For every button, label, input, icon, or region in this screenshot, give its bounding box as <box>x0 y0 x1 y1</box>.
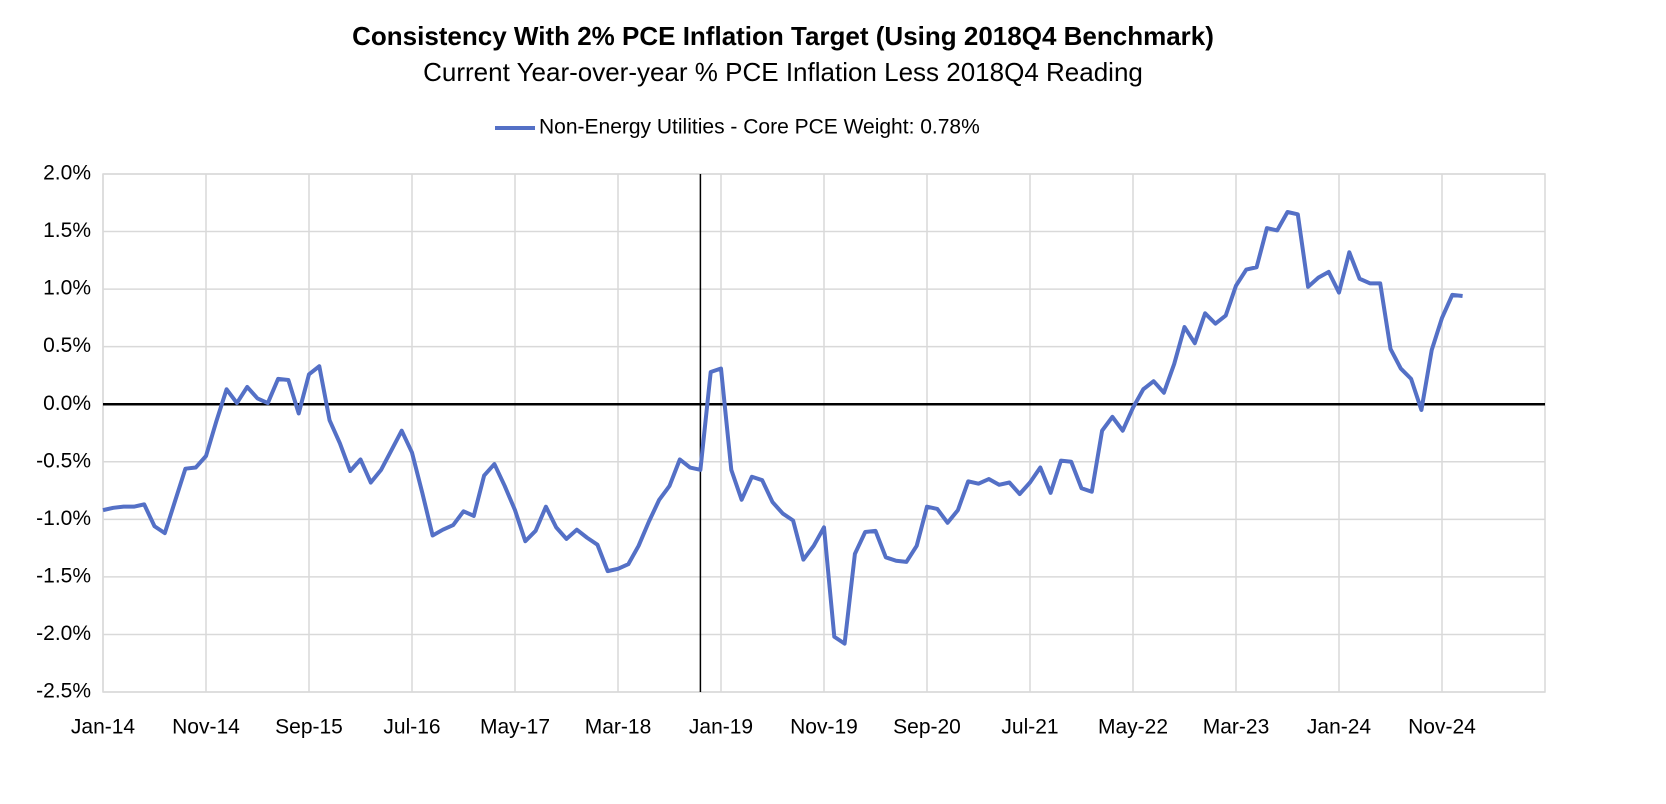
x-tick-label: May-22 <box>1098 716 1168 739</box>
y-tick-label: -1.5% <box>36 564 91 587</box>
y-tick-label: 0.5% <box>43 334 91 357</box>
y-tick-label: -0.5% <box>36 449 91 472</box>
data-line <box>102 209 1463 646</box>
x-tick-label: Jul-16 <box>383 716 440 739</box>
x-tick-label: Mar-18 <box>585 716 652 739</box>
x-tick-label: Nov-19 <box>790 716 858 739</box>
x-tick-label: Jul-21 <box>1001 716 1058 739</box>
x-tick-label: Sep-15 <box>275 716 343 739</box>
y-tick-label: 1.0% <box>43 277 91 300</box>
x-tick-label: Jan-19 <box>689 716 753 739</box>
legend-label: Non-Energy Utilities - Core PCE Weight: … <box>539 116 980 139</box>
x-tick-label: Jan-24 <box>1307 716 1372 739</box>
chart-title: Consistency With 2% PCE Inflation Target… <box>352 21 1214 51</box>
y-tick-label: -2.0% <box>36 622 91 645</box>
x-tick-label: Sep-20 <box>893 716 961 739</box>
x-tick-label: Jan-14 <box>71 716 136 739</box>
x-tick-label: Mar-23 <box>1203 716 1270 739</box>
y-tick-label: 0.0% <box>43 392 91 415</box>
x-tick-label: Nov-24 <box>1408 716 1476 739</box>
y-tick-label: 2.0% <box>43 162 91 185</box>
x-tick-label: May-17 <box>480 716 550 739</box>
y-tick-label: -2.5% <box>36 680 91 703</box>
chart-subtitle: Current Year-over-year % PCE Inflation L… <box>423 57 1143 87</box>
x-tick-label: Nov-14 <box>172 716 240 739</box>
y-tick-label: -1.0% <box>36 507 91 530</box>
y-tick-label: 1.5% <box>43 219 91 242</box>
